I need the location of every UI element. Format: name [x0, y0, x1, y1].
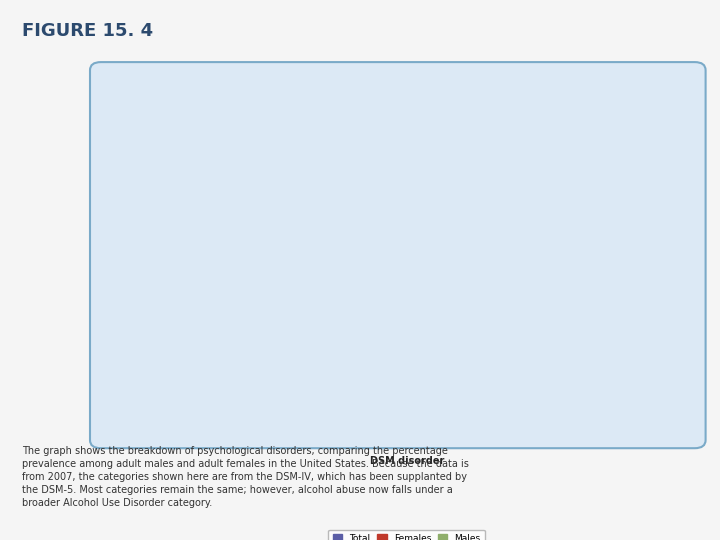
Bar [664, 361, 678, 378]
Bar [302, 242, 317, 378]
Y-axis label: Lifetime prevalence rates: Lifetime prevalence rates [91, 179, 101, 296]
Bar [136, 192, 150, 378]
Bar [525, 325, 539, 378]
Bar [483, 298, 497, 378]
X-axis label: DSM disorder: DSM disorder [369, 456, 444, 466]
Bar [595, 346, 608, 378]
Text: The graph shows the breakdown of psychological disorders, comparing the percenta: The graph shows the breakdown of psychol… [22, 446, 469, 508]
Bar [414, 302, 428, 378]
Bar [553, 346, 567, 378]
FancyBboxPatch shape [90, 62, 706, 448]
Bar [247, 238, 261, 378]
Bar [386, 248, 400, 378]
Bar [192, 232, 205, 378]
Legend: Total, Females, Males: Total, Females, Males [328, 530, 485, 540]
Text: FIGURE 15. 4: FIGURE 15. 4 [22, 22, 153, 39]
Bar [163, 230, 177, 378]
Bar [317, 232, 330, 378]
Bar [205, 294, 219, 378]
Bar [358, 289, 372, 378]
Bar [372, 324, 386, 378]
Bar [636, 350, 650, 378]
Bar [497, 333, 511, 378]
Bar [219, 158, 233, 378]
Bar [275, 278, 289, 378]
Bar [539, 308, 553, 378]
Bar [150, 151, 163, 378]
Bar [608, 362, 622, 378]
Bar [580, 352, 595, 378]
Bar [650, 343, 664, 378]
Bar [330, 253, 344, 378]
Bar [469, 314, 483, 378]
Bar [441, 340, 456, 378]
Bar [261, 201, 275, 378]
Bar [428, 269, 441, 378]
